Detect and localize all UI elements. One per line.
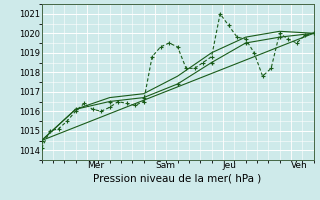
X-axis label: Pression niveau de la mer( hPa ): Pression niveau de la mer( hPa ) <box>93 173 262 183</box>
